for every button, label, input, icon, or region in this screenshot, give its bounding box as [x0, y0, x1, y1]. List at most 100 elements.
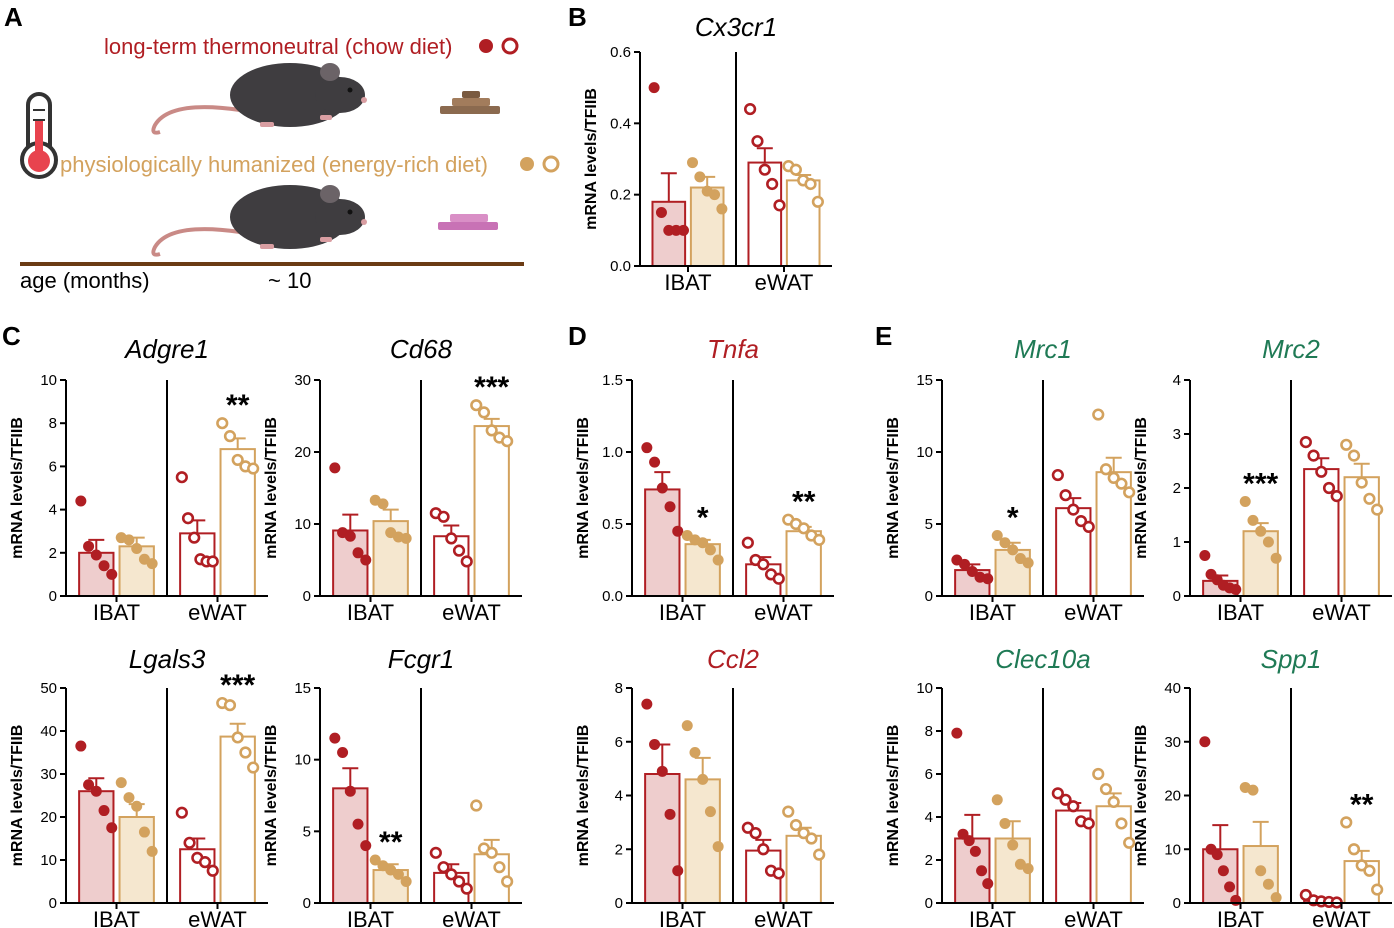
data-point [106, 822, 118, 834]
data-point [115, 777, 127, 789]
significance-marker: ** [792, 486, 816, 519]
data-point [98, 805, 110, 817]
y-tick-label: 0 [925, 895, 933, 912]
category-label: IBAT [659, 907, 706, 928]
y-tick-label: 5 [925, 516, 933, 533]
data-point [1199, 550, 1211, 561]
y-tick-label: 30 [1164, 734, 1181, 751]
charts-layer: Cx3cr1 mRNA levels/TFIIB 0.0 0.2 0.4 0.6 IBAT e… [9, 12, 1392, 928]
data-point [649, 456, 661, 468]
category-label: IBAT [969, 600, 1016, 625]
y-tick-label: 40 [1164, 680, 1181, 697]
bar [785, 179, 821, 267]
y-tick-label: 5 [303, 823, 311, 840]
data-point [131, 800, 143, 812]
data-point [1299, 888, 1312, 902]
y-tick-label: 0 [615, 895, 623, 912]
humanized-label: physiologically humanized (energy-rich d… [60, 152, 488, 177]
data-point [1270, 892, 1282, 904]
y-tick-label: 30 [40, 766, 57, 783]
y-tick-label: 10 [916, 444, 933, 461]
y-tick-label: 0.6 [610, 44, 631, 61]
data-point [1007, 839, 1019, 851]
y-axis-label: mRNA levels/TFIIB [583, 88, 600, 230]
data-point [452, 544, 466, 557]
data-point [655, 207, 667, 218]
chart-title: Cd68 [390, 334, 453, 364]
data-point [392, 868, 404, 880]
y-tick-label: 0.0 [610, 258, 631, 275]
data-point [344, 530, 356, 542]
bar [473, 425, 510, 597]
data-point [1347, 843, 1361, 856]
data-point [991, 530, 1003, 542]
y-axis-label: mRNA levels/TFIIB [9, 417, 26, 559]
y-axis-label: mRNA levels/TFIIB [1133, 725, 1150, 867]
data-point [694, 171, 706, 183]
data-point [437, 510, 450, 523]
data-point [1363, 492, 1376, 505]
category-label: eWAT [1312, 600, 1371, 625]
y-tick-label: 4 [615, 788, 623, 805]
data-point [789, 163, 802, 176]
y-axis-label: mRNA levels/TFIIB [263, 725, 280, 867]
data-point [1082, 817, 1095, 830]
data-point [1074, 515, 1088, 528]
data-point [804, 177, 817, 191]
data-point [1224, 881, 1236, 893]
data-point [98, 560, 110, 572]
data-point [123, 792, 135, 804]
y-tick-label: 0.5 [602, 516, 623, 533]
data-point [805, 832, 818, 845]
data-point [1059, 489, 1072, 502]
data-point [1107, 471, 1120, 485]
data-point [1270, 552, 1282, 564]
data-point [1347, 449, 1361, 462]
y-axis-label: mRNA levels/TFIIB [885, 725, 902, 867]
data-point [216, 417, 229, 430]
y-tick-label: 2 [615, 841, 623, 858]
data-point [782, 805, 795, 818]
data-point [477, 406, 491, 419]
chart-title: Spp1 [1261, 644, 1322, 674]
data-point [959, 558, 971, 570]
data-point [749, 827, 762, 840]
y-tick-label: 2 [49, 545, 57, 562]
panel-label-a: A [4, 2, 23, 32]
chart-fcgr1: Fcgr1 mRNA levels/TFIIB 0 5 10 15 IBAT eWAT ** [263, 644, 522, 928]
bar [644, 773, 681, 904]
y-tick-label: 0 [49, 895, 57, 912]
y-tick-label: 10 [294, 752, 311, 769]
data-point [1262, 536, 1274, 548]
bar [747, 161, 783, 267]
y-tick-label: 6 [49, 458, 57, 475]
data-point [1022, 863, 1034, 875]
data-point [951, 727, 963, 739]
y-axis-label: mRNA levels/TFIIB [575, 725, 592, 867]
category-label: eWAT [442, 600, 501, 625]
y-tick-label: 6 [615, 734, 623, 751]
data-point [681, 720, 693, 732]
data-point [75, 495, 87, 507]
data-point [206, 864, 219, 877]
y-tick-label: 10 [1164, 841, 1181, 858]
y-tick-label: 10 [40, 852, 57, 869]
data-point [687, 157, 699, 169]
significance-marker: ** [226, 389, 250, 422]
data-point [1092, 767, 1105, 781]
y-tick-label: 0 [303, 895, 311, 912]
y-axis-label: mRNA levels/TFIIB [1133, 417, 1150, 559]
y-tick-label: 10 [294, 516, 311, 533]
bar [219, 735, 256, 905]
y-tick-label: 4 [49, 502, 57, 519]
data-point [811, 195, 824, 208]
data-point [772, 572, 785, 585]
data-point [758, 163, 771, 176]
data-point [641, 442, 653, 454]
y-tick-label: 0 [1173, 895, 1181, 912]
data-point [231, 731, 244, 744]
y-tick-label: 0 [925, 588, 933, 605]
data-point [641, 698, 653, 710]
data-point [741, 536, 754, 549]
data-point [1355, 476, 1368, 489]
